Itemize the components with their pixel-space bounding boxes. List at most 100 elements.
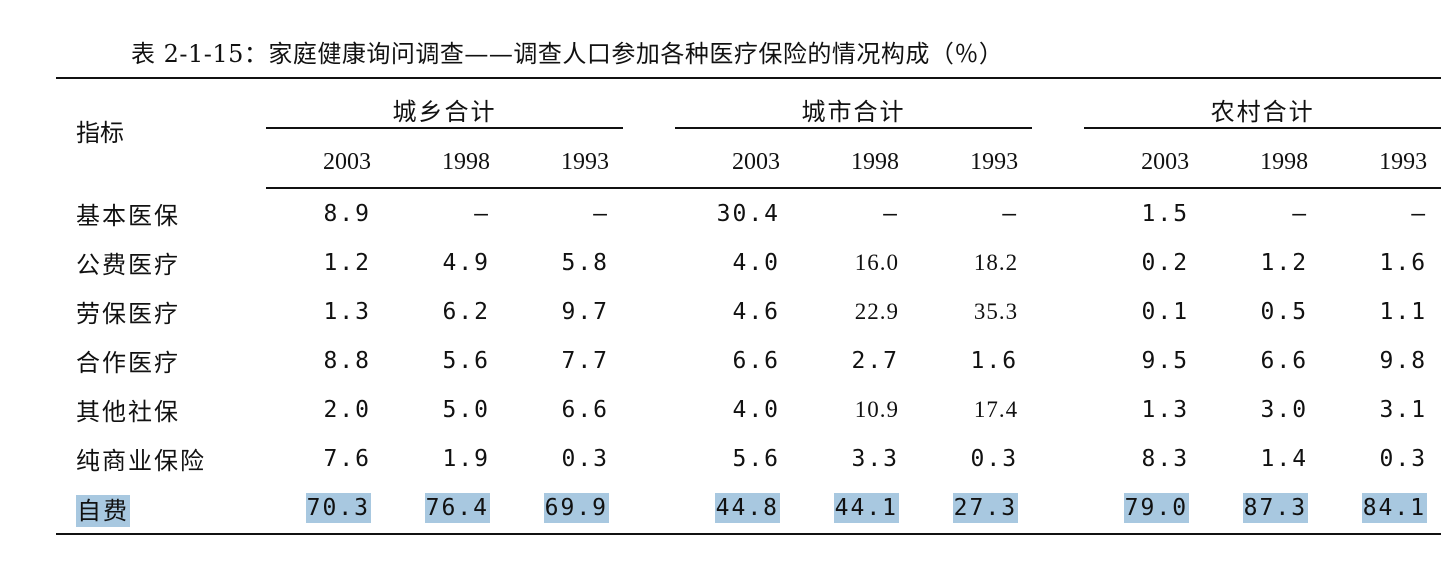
group-gap bbox=[1032, 189, 1084, 238]
table-cell: 0.3 bbox=[561, 445, 610, 472]
table-cell: 16.0 bbox=[854, 249, 900, 275]
table-cell: 17.4 bbox=[973, 396, 1019, 422]
table-cell: 9.8 bbox=[1379, 347, 1428, 374]
table-cell: 3.1 bbox=[1379, 396, 1428, 423]
highlighted-text: 69.9 bbox=[543, 493, 610, 523]
group-gap bbox=[623, 385, 675, 434]
table-cell: 69.9 bbox=[504, 483, 624, 535]
table-cell: 5.6 bbox=[442, 347, 490, 374]
group-gap bbox=[623, 434, 675, 483]
year-header: 2003 bbox=[675, 137, 795, 189]
table-cell: 8.9 bbox=[323, 200, 371, 227]
group-gap bbox=[1032, 434, 1084, 483]
insurance-table: 指标 城乡合计 城市合计 农村合计 2003 1998 bbox=[56, 77, 1442, 535]
table-row: 劳保医疗 1.3 6.2 9.7 4.6 22.9 35.3 0.1 0.5 1… bbox=[56, 287, 1441, 336]
table-cell: 1.2 bbox=[323, 249, 371, 276]
table-cell: 27.3 bbox=[913, 483, 1033, 535]
group-gap bbox=[1032, 287, 1084, 336]
table-cell: 44.8 bbox=[675, 483, 795, 535]
table-cell: 4.0 bbox=[732, 396, 781, 423]
year-header: 1998 bbox=[385, 137, 504, 189]
table-cell: 4.6 bbox=[732, 298, 781, 325]
table-cell: 5.6 bbox=[732, 445, 781, 472]
table-cell: 1.6 bbox=[1379, 249, 1428, 276]
group-gap bbox=[623, 137, 676, 189]
group-gap bbox=[1032, 137, 1085, 189]
table-cell: 1.2 bbox=[1260, 249, 1309, 276]
group-title-rural: 农村合计 bbox=[1084, 92, 1442, 129]
group-gap bbox=[1032, 336, 1084, 385]
table-cell: 2.0 bbox=[323, 396, 371, 423]
table-cell: — bbox=[1292, 200, 1309, 227]
table-cell: 87.3 bbox=[1203, 483, 1323, 535]
table-cell: 7.7 bbox=[561, 347, 610, 374]
table-cell: 8.3 bbox=[1141, 445, 1190, 472]
highlighted-text: 44.8 bbox=[714, 493, 781, 523]
group-gap bbox=[1032, 483, 1085, 535]
label-column-header: 指标 bbox=[56, 77, 266, 189]
table-row: 其他社保 2.0 5.0 6.6 4.0 10.9 17.4 1.3 3.0 3… bbox=[56, 385, 1441, 434]
table-cell: 9.7 bbox=[561, 298, 610, 325]
year-header: 1993 bbox=[913, 137, 1033, 189]
table-cell: 0.2 bbox=[1141, 249, 1190, 276]
table-cell: 4.9 bbox=[442, 249, 490, 276]
table-cell: 1.5 bbox=[1141, 200, 1190, 227]
table-cell: 3.3 bbox=[851, 445, 900, 472]
table-cell: 6.6 bbox=[561, 396, 610, 423]
year-header: 2003 bbox=[1084, 137, 1204, 189]
table-cell: 1.9 bbox=[442, 445, 490, 472]
table-cell: 0.3 bbox=[970, 445, 1019, 472]
year-header: 1998 bbox=[794, 137, 914, 189]
table-cell: 35.3 bbox=[973, 298, 1019, 324]
table-row: 公费医疗 1.2 4.9 5.8 4.0 16.0 18.2 0.2 1.2 1… bbox=[56, 238, 1441, 287]
row-label: 自费 bbox=[56, 483, 266, 535]
year-header: 1998 bbox=[1203, 137, 1323, 189]
row-label: 纯商业保险 bbox=[76, 447, 206, 475]
table-cell: 2.7 bbox=[851, 347, 900, 374]
table-cell: 8.8 bbox=[323, 347, 371, 374]
group-gap bbox=[623, 189, 675, 238]
highlighted-text: 87.3 bbox=[1242, 493, 1309, 523]
table-row: 基本医保 8.9 — — 30.4 — — 1.5 — — bbox=[56, 189, 1441, 238]
table-cell: 10.9 bbox=[854, 396, 900, 422]
table-cell: 1.3 bbox=[1141, 396, 1190, 423]
table-cell: 44.1 bbox=[794, 483, 914, 535]
table-cell: 70.3 bbox=[266, 483, 385, 535]
highlighted-text: 27.3 bbox=[952, 493, 1019, 523]
group-gap bbox=[623, 336, 675, 385]
table-cell: 0.5 bbox=[1260, 298, 1309, 325]
group-header-rural: 农村合计 bbox=[1084, 77, 1442, 137]
group-gap bbox=[623, 77, 676, 137]
group-gap bbox=[623, 238, 675, 287]
table-cell: 79.0 bbox=[1084, 483, 1204, 535]
group-gap bbox=[1032, 385, 1084, 434]
group-gap bbox=[1032, 77, 1085, 137]
table-row-highlighted: 自费 70.3 76.4 69.9 44.8 44.1 27.3 79.0 87… bbox=[56, 483, 1442, 535]
table-cell: 5.0 bbox=[442, 396, 490, 423]
row-label: 劳保医疗 bbox=[76, 300, 180, 328]
table-row: 合作医疗 8.8 5.6 7.7 6.6 2.7 1.6 9.5 6.6 9.8 bbox=[56, 336, 1441, 385]
highlighted-text: 79.0 bbox=[1123, 493, 1190, 523]
table-cell: — bbox=[1002, 200, 1019, 227]
group-gap bbox=[623, 483, 676, 535]
group-title-urban: 城市合计 bbox=[675, 92, 1033, 129]
table-cell: — bbox=[474, 200, 490, 227]
table-cell: 0.3 bbox=[1379, 445, 1428, 472]
table-cell: 1.3 bbox=[323, 298, 371, 325]
group-gap bbox=[623, 287, 675, 336]
year-header: 1993 bbox=[504, 137, 624, 189]
group-title-total: 城乡合计 bbox=[266, 92, 624, 129]
highlighted-text: 84.1 bbox=[1361, 493, 1428, 523]
table-cell: 76.4 bbox=[385, 483, 504, 535]
highlighted-text: 44.1 bbox=[833, 493, 900, 523]
highlighted-text: 76.4 bbox=[424, 493, 490, 523]
table-cell: 4.0 bbox=[732, 249, 781, 276]
table-cell: 6.6 bbox=[732, 347, 781, 374]
insurance-table-container: 指标 城乡合计 城市合计 农村合计 2003 1998 bbox=[56, 77, 1442, 535]
table-cell: 0.1 bbox=[1141, 298, 1190, 325]
table-cell: 84.1 bbox=[1322, 483, 1442, 535]
table-cell: 1.6 bbox=[970, 347, 1019, 374]
table-caption: 表 2-1-15：家庭健康询问调查——调查人口参加各种医疗保险的情况构成（％） bbox=[131, 40, 1004, 68]
group-gap bbox=[1032, 238, 1084, 287]
